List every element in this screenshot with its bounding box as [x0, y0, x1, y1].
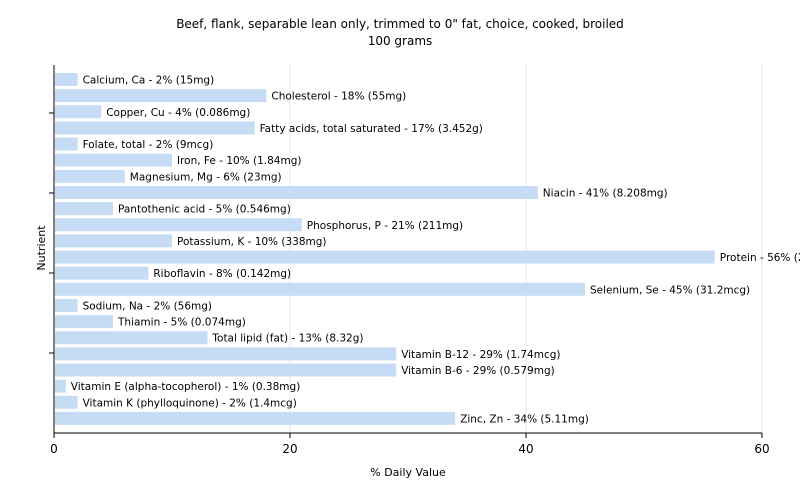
x-tick-label: 40	[518, 442, 533, 456]
bar	[55, 202, 113, 216]
chart-subtitle: 100 grams	[368, 34, 433, 48]
grid-lines	[289, 65, 763, 433]
bar	[55, 379, 66, 393]
bars-group	[55, 73, 715, 425]
x-tick-label: 60	[754, 442, 769, 456]
bar-label: Selenium, Se - 45% (31.2mcg)	[590, 284, 750, 296]
bar	[55, 234, 172, 248]
bar-label: Phosphorus, P - 21% (211mg)	[307, 220, 463, 232]
bar	[55, 363, 397, 377]
bar-label: Iron, Fe - 10% (1.84mg)	[177, 155, 301, 167]
bar	[55, 331, 208, 345]
bar	[55, 137, 78, 151]
bar-label: Vitamin K (phylloquinone) - 2% (1.4mcg)	[83, 397, 297, 409]
bar-label: Zinc, Zn - 34% (5.11mg)	[460, 413, 589, 425]
bar	[55, 105, 102, 119]
bar	[55, 89, 267, 103]
bar	[55, 185, 538, 199]
bar-label: Sodium, Na - 2% (56mg)	[83, 300, 212, 312]
chart-title: Beef, flank, separable lean only, trimme…	[176, 17, 624, 31]
bar-label: Thiamin - 5% (0.074mg)	[117, 317, 246, 329]
bar-label: Riboflavin - 8% (0.142mg)	[153, 268, 291, 280]
bar-label: Magnesium, Mg - 6% (23mg)	[130, 171, 282, 183]
bar-label: Vitamin B-6 - 29% (0.579mg)	[401, 365, 555, 377]
bar	[55, 347, 397, 361]
x-axis-label: % Daily Value	[370, 466, 446, 479]
y-axis-label: Nutrient	[35, 225, 48, 271]
bar	[55, 395, 78, 409]
bar-label: Cholesterol - 18% (55mg)	[271, 91, 406, 103]
bar	[55, 153, 172, 167]
bar-label: Vitamin B-12 - 29% (1.74mcg)	[401, 349, 560, 361]
bar	[55, 73, 78, 86]
bar-label: Fatty acids, total saturated - 17% (3.45…	[260, 123, 483, 135]
bar-label: Protein - 56% (27.82g)	[720, 252, 800, 264]
axes	[49, 65, 762, 434]
bar-label: Niacin - 41% (8.208mg)	[543, 187, 668, 199]
bar	[55, 121, 255, 135]
bar	[55, 250, 715, 264]
x-tick-label: 0	[50, 442, 58, 456]
bar-label: Pantothenic acid - 5% (0.546mg)	[118, 204, 291, 216]
bar	[55, 315, 113, 329]
bar	[55, 282, 585, 296]
bar	[55, 298, 78, 312]
x-tick-label: 20	[282, 442, 297, 456]
bar-label: Potassium, K - 10% (338mg)	[177, 236, 327, 248]
bar	[55, 266, 149, 280]
bar	[55, 218, 302, 232]
bar-label: Folate, total - 2% (9mcg)	[83, 139, 214, 151]
x-ticks-group: 0 20 40 60	[50, 433, 770, 456]
bar-label: Copper, Cu - 4% (0.086mg)	[106, 107, 250, 119]
bar	[55, 411, 456, 425]
bar-label: Total lipid (fat) - 13% (8.32g)	[211, 333, 363, 345]
bar	[55, 169, 125, 183]
bar-labels-group: Calcium, Ca - 2% (15mg) Cholesterol - 18%…	[71, 75, 800, 426]
bar-label: Vitamin E (alpha-tocopherol) - 1% (0.38m…	[71, 381, 300, 393]
bar-label: Calcium, Ca - 2% (15mg)	[83, 75, 215, 87]
